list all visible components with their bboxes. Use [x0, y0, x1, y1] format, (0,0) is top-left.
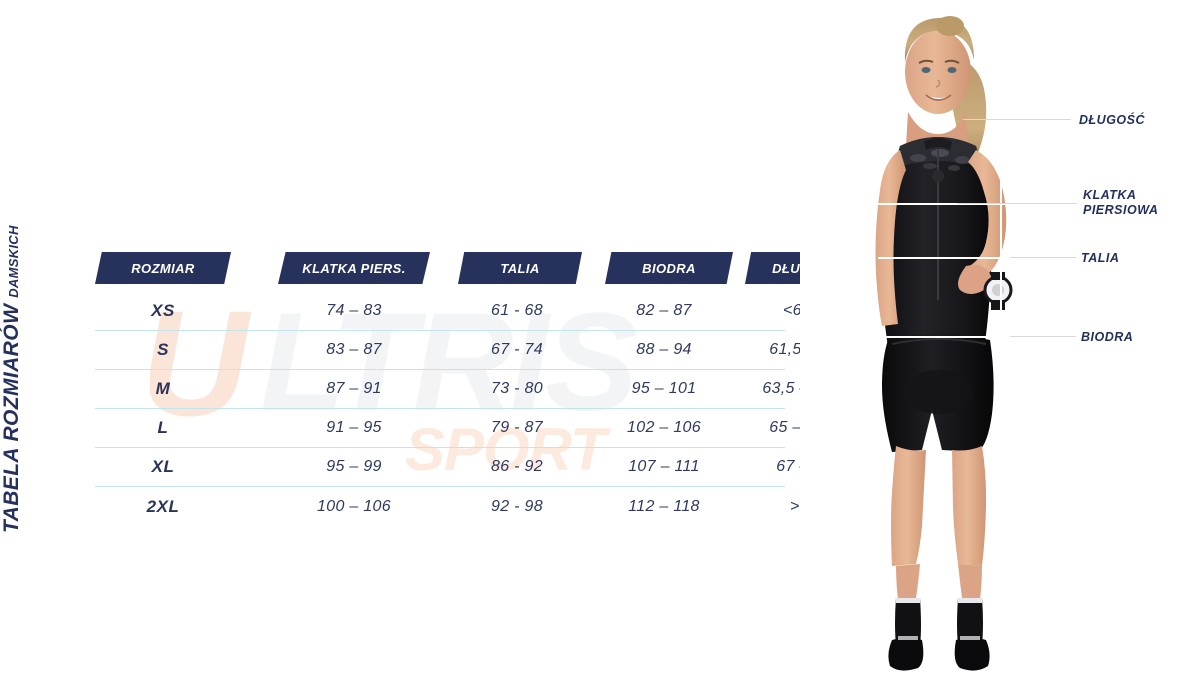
table-row: 2XL 100 – 106 92 - 98 112 – 118 >69 — [95, 487, 818, 526]
cell-waist: 73 - 80 — [491, 380, 543, 397]
leader-line-talia — [1010, 257, 1076, 258]
column-header-biodra: BIODRA — [605, 252, 733, 284]
table-row: XL 95 – 99 86 - 92 107 – 111 67 – 69 — [95, 448, 831, 487]
column-header-biodra-label: BIODRA — [642, 260, 696, 276]
cell-chest: 91 – 95 — [326, 419, 382, 436]
annotation-label-biodra: BIODRA — [1081, 330, 1134, 344]
column-header-rozmiar: ROZMIAR — [95, 252, 231, 284]
cell-waist: 92 - 98 — [491, 497, 543, 515]
cell-hips: 82 – 87 — [636, 302, 692, 319]
cell-chest: 87 – 91 — [326, 380, 382, 397]
cell-size: L — [157, 418, 169, 437]
page-title-main: TABELA ROZMIARÓW — [0, 303, 23, 533]
column-header-talia: TALIA — [458, 252, 582, 284]
page-title: TABELA ROZMIARÓW DAMSKICH — [0, 225, 62, 535]
column-header-talia-label: TALIA — [500, 260, 540, 276]
cell-hips: 102 – 106 — [627, 419, 701, 436]
cell-waist: 79 - 87 — [491, 419, 543, 436]
measure-line-waist — [878, 257, 1014, 259]
measure-line-chest — [872, 203, 1014, 205]
cell-size: XL — [151, 457, 175, 476]
cell-chest: 100 – 106 — [317, 497, 391, 515]
column-header-klatka-piers: KLATKA PIERS. — [278, 252, 430, 284]
table-row: XS 74 – 83 61 - 68 82 – 87 <61,5 — [95, 292, 825, 331]
cell-hips: 107 – 111 — [628, 458, 700, 475]
annotation-label-dlugosc: DŁUGOŚĆ — [1079, 113, 1145, 127]
cell-hips: 95 – 101 — [631, 380, 697, 397]
cell-size: XS — [151, 301, 175, 320]
cell-hips: 88 – 94 — [636, 341, 692, 358]
cell-size: S — [157, 340, 169, 359]
leader-line-biodra — [1010, 336, 1076, 337]
model-photo — [800, 0, 1090, 700]
measure-line-hips — [864, 336, 1024, 338]
cell-hips: 112 – 118 — [628, 497, 700, 515]
table-body: XS 74 – 83 61 - 68 82 – 87 <61,5 S 83 – … — [95, 292, 845, 526]
table-row: L 91 – 95 79 - 87 102 – 106 65 – 67,5 — [95, 409, 838, 448]
cell-chest: 74 – 83 — [326, 302, 382, 319]
annotation-label-talia: TALIA — [1081, 251, 1120, 265]
table-header-row: ROZMIAR KLATKA PIERS. TALIA BIODRA DŁUGO… — [95, 252, 867, 286]
cell-waist: 67 - 74 — [491, 341, 543, 358]
column-header-klatka-piers-label: KLATKA PIERS. — [302, 260, 406, 276]
cell-size: 2XL — [146, 496, 180, 516]
cell-chest: 83 – 87 — [326, 341, 382, 358]
table-row: S 83 – 87 67 - 74 88 – 94 61,5 – 64 — [95, 331, 838, 370]
cell-waist: 86 - 92 — [491, 458, 543, 475]
size-table: ROZMIAR KLATKA PIERS. TALIA BIODRA DŁUGO… — [95, 252, 867, 526]
annotation-label-klatka-piersiowa: KLATKA PIERSIOWA — [1083, 188, 1159, 217]
measure-line-length — [1000, 118, 1002, 330]
page-title-sub: DAMSKICH — [6, 225, 21, 298]
column-header-rozmiar-label: ROZMIAR — [131, 260, 195, 276]
leader-line-dlugosc — [963, 119, 1071, 120]
cell-chest: 95 – 99 — [326, 458, 382, 475]
table-row: M 87 – 91 73 - 80 95 – 101 63,5 – 65,5 — [95, 370, 845, 409]
cell-waist: 61 - 68 — [491, 302, 543, 319]
cell-size: M — [155, 379, 171, 398]
leader-line-klatka-piersiowa — [957, 203, 1077, 204]
